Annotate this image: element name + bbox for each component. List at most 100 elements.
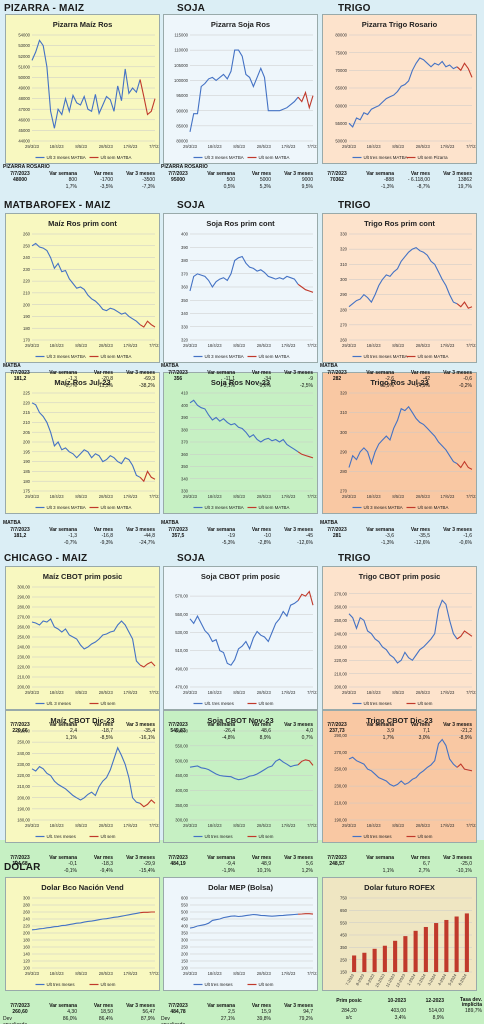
week-change: 3,9 xyxy=(387,728,394,734)
y-tick-label: 280 xyxy=(23,903,31,908)
y-tick-label: 400 xyxy=(181,924,189,929)
week-pct: -1,3% xyxy=(380,183,394,190)
y-tick-label: 225 xyxy=(23,391,31,396)
series-line-main xyxy=(31,242,141,326)
legend-label: Ult sem MATBA xyxy=(418,505,449,510)
month-change: -1700 xyxy=(100,177,113,183)
x-tick-label: 1-2024 xyxy=(406,972,417,986)
month-header: Var mes xyxy=(93,526,113,533)
y-tick-label: 250 xyxy=(340,957,348,962)
x-tick-label: 17/6/23 xyxy=(123,971,138,976)
y-tick-label: 170 xyxy=(23,338,31,343)
month-pct: -11,5% xyxy=(97,382,113,389)
three-month-header: Var 3 meses xyxy=(284,721,313,728)
x-tick-label: 7/7/23 xyxy=(307,144,318,149)
week-pct: -0,1% xyxy=(63,867,77,874)
x-tick-label: 29/3/23 xyxy=(183,971,198,976)
three-month-header: Var 3 meses xyxy=(284,1002,313,1009)
y-tick-label: 270,00 xyxy=(17,615,30,620)
month-change: -16,8 xyxy=(101,533,113,539)
y-tick-label: 350 xyxy=(340,945,348,950)
y-tick-label: 260 xyxy=(23,910,31,915)
x-tick-label: 3-2024 xyxy=(426,972,437,986)
x-tick-label: 17/6/23 xyxy=(440,690,455,695)
three-month-header: Var 3 meses xyxy=(126,854,155,861)
chart-svg: 300 280 260 240 220 200 180 160 140 120 10029/3/23… xyxy=(23,896,159,987)
x-tick-label: 28/5/23 xyxy=(99,494,114,499)
y-tick-label: 350 xyxy=(181,298,189,303)
rofex-cell: 8,9% xyxy=(432,1014,444,1021)
legend-label: Ult. tres meses xyxy=(205,701,235,706)
week-change: -9,4 xyxy=(226,861,235,867)
x-tick-label: 29/3/23 xyxy=(342,823,357,828)
series-line-main xyxy=(189,255,299,292)
week-header: Var semana xyxy=(366,854,394,861)
section-header-chicago-maiz: CHICAGO - MAIZ xyxy=(4,553,88,564)
date-label: 7/7/2023 xyxy=(168,369,188,376)
month-change: 15,9 xyxy=(261,1009,271,1015)
y-tick-label: 550 xyxy=(340,920,348,925)
legend-label: Ult sem xyxy=(101,834,116,839)
stats-block: MATBA 7/7/2023 Var semana Var mes Var 3 … xyxy=(320,363,478,389)
chart-svg: 270,00 260,00 250,00 240,00 230,00 220,00 210,… xyxy=(334,591,477,706)
y-tick-label: 180 xyxy=(23,326,31,331)
series-line-main xyxy=(31,618,141,666)
x-tick-label: 18/4/23 xyxy=(367,494,382,499)
x-tick-label: 18/4/23 xyxy=(367,343,382,348)
y-tick-label: 200,00 xyxy=(334,685,347,690)
three-month-change: 9000 xyxy=(301,177,313,183)
legend-label: Ult 3 meses MATBA xyxy=(205,155,244,160)
rofex-table: Prim posic 10-2023 12-2023 Tasa dev. imp… xyxy=(330,998,482,1021)
x-tick-label: 7/7/23 xyxy=(307,823,318,828)
x-tick-label: 28/5/23 xyxy=(416,494,431,499)
y-tick-label: 205 xyxy=(23,430,31,435)
x-tick-label: 17/6/23 xyxy=(440,343,455,348)
x-tick-label: 28/5/23 xyxy=(99,971,114,976)
y-tick-label: 370 xyxy=(181,271,189,276)
month-change: 18,50 xyxy=(100,1009,113,1015)
x-tick-label: 7/7/23 xyxy=(149,144,160,149)
x-tick-label: 18/4/23 xyxy=(50,144,65,149)
y-tick-label: 48000 xyxy=(18,96,30,101)
y-tick-label: 54000 xyxy=(18,33,30,38)
chart-card-c2: Pizarra Soja Ros 115000 110000 105000 100000… xyxy=(163,14,318,164)
week-header: Var semana xyxy=(49,721,77,728)
y-tick-label: 195 xyxy=(23,449,31,454)
x-tick-label: 7/7/23 xyxy=(466,690,477,695)
series-line-last-week xyxy=(139,470,156,483)
week-change: 2,5 xyxy=(228,1009,235,1015)
three-month-header: Var 3 meses xyxy=(284,526,313,533)
month-header: Var mes xyxy=(93,854,113,861)
month-header: Var mes xyxy=(410,526,430,533)
extra-label xyxy=(161,540,195,547)
series-line-main xyxy=(189,399,299,453)
chart-card-c5: Soja Ros prim cont 400 390 380 370 360 350 340 3… xyxy=(163,213,318,363)
y-tick-label: 210 xyxy=(23,290,31,295)
y-tick-label: 320 xyxy=(340,391,348,396)
y-tick-label: 490,00 xyxy=(175,666,188,671)
x-tick-label: 8/5/23 xyxy=(233,144,245,149)
three-month-change: -1,6 xyxy=(463,533,472,539)
y-tick-label: 210,00 xyxy=(17,784,30,789)
week-change: -1,3 xyxy=(68,376,77,382)
x-tick-label: 8/5/23 xyxy=(75,343,87,348)
extra-label: Dev anualizada xyxy=(161,1015,185,1024)
legend-label: Ult tres meses MATBA xyxy=(364,155,408,160)
month-header: Var mes xyxy=(251,854,271,861)
series-line-last-week xyxy=(456,62,473,78)
x-tick-label: 8/5/23 xyxy=(392,494,404,499)
y-tick-label: 330 xyxy=(340,232,348,237)
y-tick-label: 230,00 xyxy=(334,645,347,650)
chart-title: Soja CBOT Nov-23 xyxy=(207,716,274,725)
y-tick-label: 600 xyxy=(181,896,189,901)
chart-title: Pizarra Trigo Rosario xyxy=(361,20,438,29)
y-tick-label: 290 xyxy=(340,292,348,297)
y-tick-label: 320 xyxy=(181,338,189,343)
x-tick-label: 8/5/23 xyxy=(392,823,404,828)
chart-card-c6: Trigo Ros prim cont 330 320 310 300 290 280 270… xyxy=(322,213,477,363)
week-header: Var semana xyxy=(207,170,235,177)
x-tick-label: 17/6/23 xyxy=(440,494,455,499)
three-month-change: -0,6 xyxy=(463,376,472,382)
date-label: 7/7/2023 xyxy=(168,526,188,533)
month-change: -10 xyxy=(263,533,271,539)
